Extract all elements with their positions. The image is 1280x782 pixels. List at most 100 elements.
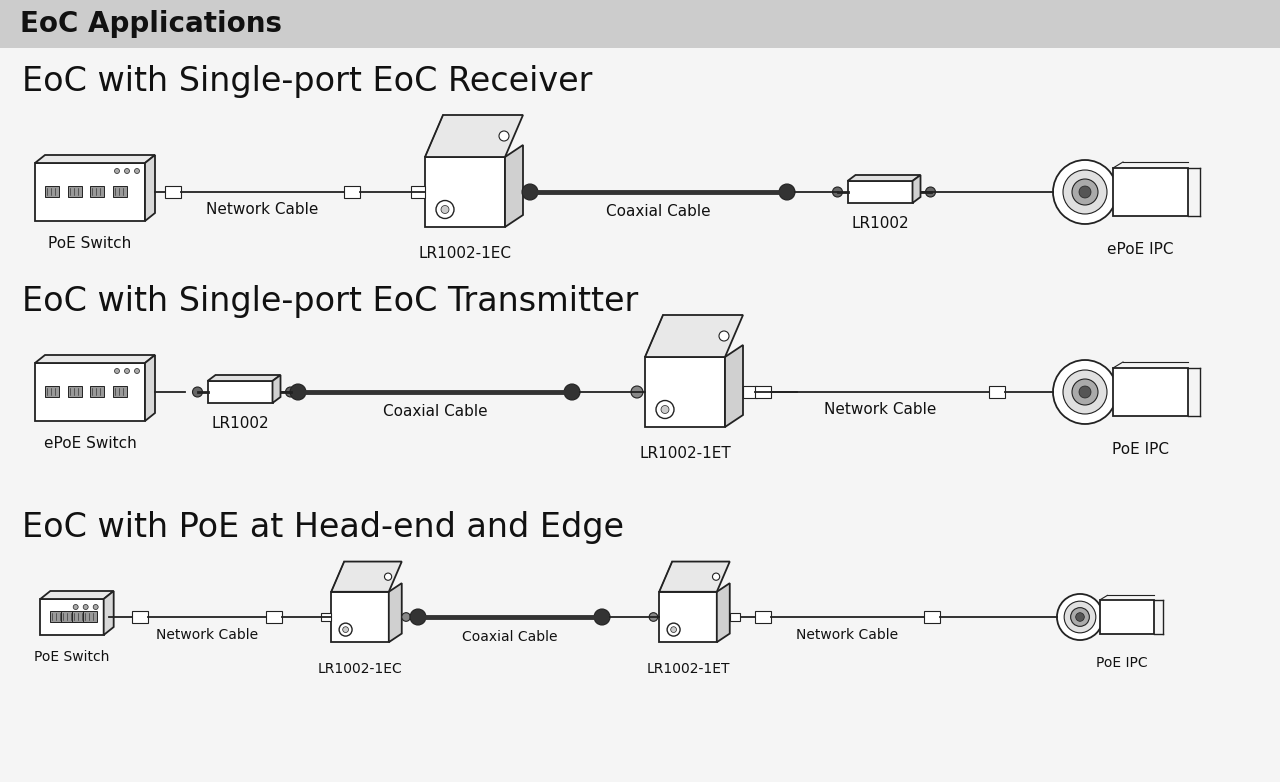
Text: LR1002: LR1002 (211, 417, 269, 432)
Circle shape (134, 168, 140, 174)
FancyBboxPatch shape (68, 386, 82, 397)
FancyBboxPatch shape (755, 611, 771, 623)
FancyBboxPatch shape (61, 611, 76, 622)
FancyBboxPatch shape (344, 186, 360, 198)
Circle shape (343, 626, 348, 633)
FancyBboxPatch shape (645, 357, 724, 427)
FancyBboxPatch shape (924, 611, 940, 623)
Circle shape (1073, 179, 1098, 205)
Circle shape (524, 186, 535, 198)
FancyBboxPatch shape (113, 186, 127, 197)
Polygon shape (207, 375, 280, 381)
FancyBboxPatch shape (755, 386, 771, 398)
FancyBboxPatch shape (332, 592, 389, 642)
FancyBboxPatch shape (989, 386, 1005, 398)
Circle shape (285, 387, 296, 397)
FancyBboxPatch shape (1100, 600, 1155, 634)
Text: PoE IPC: PoE IPC (1111, 443, 1169, 457)
Circle shape (719, 331, 730, 341)
FancyBboxPatch shape (41, 599, 104, 635)
Circle shape (291, 384, 306, 400)
Text: Network Cable: Network Cable (156, 628, 259, 642)
Polygon shape (425, 115, 524, 157)
Circle shape (1075, 612, 1084, 622)
Text: Network Cable: Network Cable (206, 203, 319, 217)
Text: LR1002-1EC: LR1002-1EC (419, 246, 512, 261)
Circle shape (93, 604, 99, 609)
Text: PoE Switch: PoE Switch (35, 650, 110, 664)
FancyBboxPatch shape (50, 611, 64, 622)
Polygon shape (847, 175, 920, 181)
Text: LR1002-1ET: LR1002-1ET (646, 662, 730, 676)
FancyBboxPatch shape (68, 186, 82, 197)
FancyBboxPatch shape (730, 612, 740, 622)
Circle shape (631, 386, 643, 398)
Polygon shape (717, 583, 730, 642)
Circle shape (1053, 160, 1117, 224)
FancyBboxPatch shape (207, 381, 273, 403)
Text: Network Cable: Network Cable (796, 628, 899, 642)
Polygon shape (724, 345, 742, 427)
FancyBboxPatch shape (45, 386, 59, 397)
Text: Coaxial Cable: Coaxial Cable (383, 404, 488, 419)
Circle shape (713, 573, 719, 580)
FancyBboxPatch shape (321, 612, 332, 622)
Circle shape (671, 626, 677, 633)
Polygon shape (645, 315, 742, 357)
FancyBboxPatch shape (847, 181, 913, 203)
Circle shape (667, 623, 680, 636)
Circle shape (134, 368, 140, 374)
FancyBboxPatch shape (659, 592, 717, 642)
Text: ePoE Switch: ePoE Switch (44, 436, 137, 451)
Circle shape (124, 368, 129, 374)
FancyBboxPatch shape (1114, 368, 1188, 416)
Text: PoE Switch: PoE Switch (49, 236, 132, 252)
Text: Coaxial Cable: Coaxial Cable (607, 205, 710, 220)
FancyBboxPatch shape (0, 0, 1280, 48)
Text: LR1002: LR1002 (851, 217, 909, 231)
Circle shape (339, 623, 352, 636)
Polygon shape (35, 355, 155, 363)
FancyBboxPatch shape (90, 186, 104, 197)
Circle shape (1079, 386, 1091, 398)
Text: EoC with PoE at Head-end and Edge: EoC with PoE at Head-end and Edge (22, 511, 625, 543)
Circle shape (1070, 608, 1089, 626)
Polygon shape (273, 375, 280, 403)
Circle shape (780, 184, 795, 200)
FancyBboxPatch shape (1114, 168, 1188, 216)
Text: ePoE IPC: ePoE IPC (1107, 242, 1174, 257)
FancyBboxPatch shape (425, 157, 506, 227)
Circle shape (657, 400, 675, 418)
Text: LR1002-1ET: LR1002-1ET (639, 447, 731, 461)
Circle shape (114, 368, 119, 374)
Circle shape (1062, 170, 1107, 214)
Polygon shape (913, 175, 920, 203)
Polygon shape (506, 145, 524, 227)
FancyBboxPatch shape (132, 611, 148, 623)
Circle shape (594, 609, 611, 625)
Circle shape (832, 187, 842, 197)
Circle shape (83, 604, 88, 609)
FancyBboxPatch shape (45, 186, 59, 197)
Polygon shape (104, 591, 114, 635)
Circle shape (1053, 360, 1117, 424)
FancyBboxPatch shape (742, 386, 756, 398)
FancyBboxPatch shape (83, 611, 97, 622)
Circle shape (1079, 186, 1091, 198)
Circle shape (1073, 379, 1098, 405)
FancyBboxPatch shape (90, 386, 104, 397)
Polygon shape (145, 155, 155, 221)
Polygon shape (659, 561, 730, 592)
Circle shape (436, 200, 454, 218)
Circle shape (442, 206, 449, 213)
Polygon shape (35, 155, 155, 163)
Text: Network Cable: Network Cable (824, 403, 936, 418)
FancyBboxPatch shape (113, 386, 127, 397)
Circle shape (522, 184, 538, 200)
FancyBboxPatch shape (266, 611, 282, 623)
Circle shape (499, 131, 509, 141)
FancyBboxPatch shape (35, 363, 145, 421)
Polygon shape (389, 583, 402, 642)
FancyBboxPatch shape (35, 163, 145, 221)
Text: EoC Applications: EoC Applications (20, 10, 282, 38)
